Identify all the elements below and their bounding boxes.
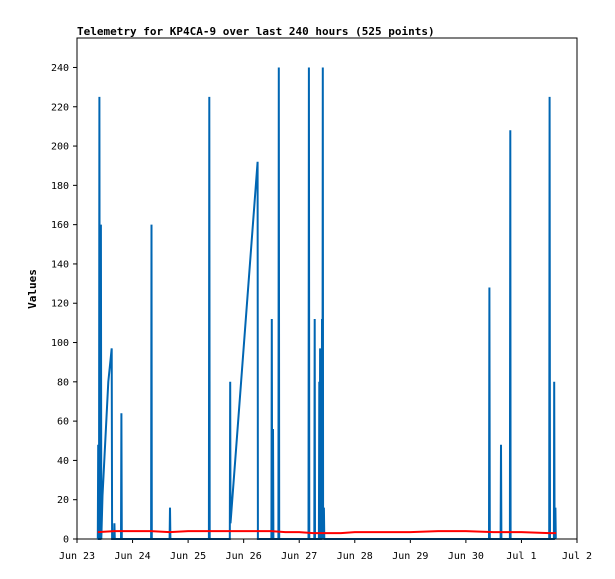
plot-area xyxy=(76,37,578,540)
x-tick-label: Jun 29 xyxy=(392,551,428,562)
y-tick-label: 220 xyxy=(51,102,69,113)
series-line-1 xyxy=(97,530,557,535)
x-tick-label: Jun 28 xyxy=(337,551,373,562)
y-tick-label: 80 xyxy=(57,377,69,388)
x-axis: Jun 23 Jun 24 Jun 25 Jun 26 Jun 27 Jun 28 Jun … xyxy=(59,539,592,562)
x-tick-label: Jun 23 xyxy=(59,551,95,562)
x-tick-label: Jul 2 xyxy=(562,551,592,562)
y-tick-label: 180 xyxy=(51,181,69,192)
x-tick-label: Jun 30 xyxy=(448,551,484,562)
y-tick-label: 120 xyxy=(51,299,69,310)
x-tick-label: Jul 1 xyxy=(506,551,536,562)
y-tick-label: 20 xyxy=(57,495,69,506)
x-tick-label: Jun 26 xyxy=(226,551,262,562)
y-tick-label: 200 xyxy=(51,142,69,153)
y-tick-label: 140 xyxy=(51,259,69,270)
series-layer xyxy=(96,67,557,540)
y-tick-label: 0 xyxy=(63,535,69,546)
x-tick-label: Jun 25 xyxy=(170,551,206,562)
x-tick-label: Jun 24 xyxy=(114,551,150,562)
y-axis-label: Values xyxy=(26,269,39,309)
y-tick-label: 240 xyxy=(51,63,69,74)
y-axis: 0 20 40 60 80 100 120 140 160 180 200 220 240 xyxy=(51,63,77,546)
x-tick-label: Jun 27 xyxy=(281,551,317,562)
chart-title: Telemetry for KP4CA-9 over last 240 hour… xyxy=(77,25,435,38)
y-tick-label: 60 xyxy=(57,417,69,428)
y-tick-label: 100 xyxy=(51,338,69,349)
y-tick-label: 160 xyxy=(51,220,69,231)
y-tick-label: 40 xyxy=(57,456,69,467)
